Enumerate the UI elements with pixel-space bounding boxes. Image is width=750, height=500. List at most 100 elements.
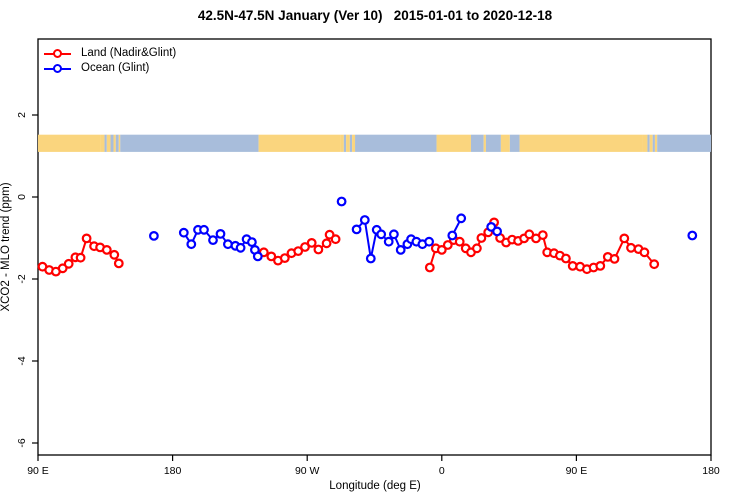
data-point-land [63, 258, 74, 269]
ocean-series-marker-icon [44, 64, 71, 73]
data-point-ocean [383, 236, 394, 247]
legend: Land (Nadir&Glint) Ocean (Glint) [44, 46, 176, 76]
data-point-land [454, 236, 465, 247]
data-point-ocean [252, 251, 263, 262]
data-point-land [442, 240, 453, 250]
map-band-segment-land [113, 134, 116, 152]
y-tick-label: 2 [16, 112, 28, 118]
data-point-ocean [456, 213, 467, 224]
data-point-ocean [246, 237, 257, 248]
map-band-segment-land [500, 134, 510, 152]
map-band-segment-land [106, 134, 111, 152]
legend-label-land: Land (Nadir&Glint) [81, 47, 177, 59]
data-point-ocean [687, 230, 698, 241]
map-band-segment-ocean [470, 134, 484, 152]
map-band-segment-ocean [657, 134, 711, 152]
map-band-segment-land [118, 134, 121, 152]
data-point-land [619, 233, 630, 244]
data-point-land [109, 249, 120, 260]
data-point-ocean [389, 229, 399, 240]
map-band-segment-ocean [110, 134, 114, 152]
map-band-segment-ocean [104, 134, 107, 152]
data-point-ocean [359, 215, 370, 225]
map-band-segment-ocean [485, 134, 501, 152]
y-tick-label: 0 [16, 194, 28, 200]
map-band-segment-land [483, 134, 486, 152]
map-band-segment-land [100, 134, 105, 152]
data-point-ocean [215, 228, 226, 239]
data-point-land [266, 251, 277, 262]
map-band-segment-land [38, 134, 101, 152]
map-band-segment-ocean [120, 134, 259, 152]
x-tick-label: 180 [164, 465, 182, 477]
data-point-land [300, 242, 310, 252]
land-series-marker-icon [44, 49, 71, 58]
data-point-land [113, 258, 124, 269]
data-point-land [561, 253, 571, 264]
data-point-ocean [199, 224, 209, 235]
data-point-land [330, 234, 341, 245]
x-tick-label: 0 [439, 465, 445, 477]
map-band-segment-ocean [647, 134, 650, 152]
map-band-segment-land [352, 134, 356, 152]
data-point-land [321, 238, 332, 249]
data-point-land [537, 230, 548, 241]
data-point-land [649, 259, 660, 270]
map-band-segment-land [642, 134, 648, 152]
data-point-land [626, 242, 636, 253]
data-point-land [293, 246, 304, 257]
data-point-ocean [447, 230, 458, 241]
map-band-segment-land [654, 134, 658, 152]
map-band-segment-ocean [652, 134, 655, 152]
data-point-ocean [186, 239, 197, 250]
data-point-ocean [492, 226, 503, 237]
data-point-land [609, 253, 620, 264]
map-band-segment-land [649, 134, 653, 152]
y-tick-label: -4 [16, 356, 28, 365]
map-band-segment-ocean [509, 134, 520, 152]
data-point-ocean [376, 229, 387, 240]
legend-label-ocean: Ocean (Glint) [81, 62, 150, 74]
map-band-segment-land [340, 134, 344, 152]
map-band-segment-ocean [115, 134, 119, 152]
x-tick-label: 90 E [566, 465, 588, 477]
data-point-land [476, 233, 487, 243]
data-point-ocean [351, 224, 362, 235]
map-band-segment-land [258, 134, 341, 152]
data-point-ocean [365, 253, 376, 264]
data-point-land [306, 237, 317, 248]
data-point-ocean [424, 236, 435, 247]
map-band-segment-ocean [349, 134, 353, 152]
data-point-land [279, 253, 290, 264]
y-tick-label: -6 [16, 438, 28, 447]
data-point-land [524, 229, 535, 240]
data-point-ocean [222, 239, 233, 250]
legend-item-ocean: Ocean (Glint) [44, 61, 176, 76]
data-point-land [101, 244, 112, 255]
data-point-ocean [395, 244, 406, 255]
map-band-segment-land [519, 134, 643, 152]
x-tick-label: 90 E [27, 465, 49, 477]
data-point-land [436, 244, 447, 255]
data-point-land [313, 244, 324, 255]
data-point-land [81, 233, 92, 244]
chart-title: 42.5N-47.5N January (Ver 10) 2015-01-01 … [197, 8, 553, 23]
map-band-segment-land [346, 134, 350, 152]
data-point-ocean [148, 230, 159, 241]
legend-item-land: Land (Nadir&Glint) [44, 46, 176, 61]
data-point-land [424, 262, 435, 273]
data-point-ocean [336, 196, 347, 207]
data-point-land [75, 252, 86, 263]
map-band-segment-ocean [355, 134, 437, 152]
plot-frame [37, 38, 712, 456]
map-band-segment-ocean [343, 134, 347, 152]
data-point-land [595, 261, 606, 271]
data-point-ocean [208, 235, 218, 246]
data-point-land [639, 247, 650, 258]
y-tick-label: -2 [16, 274, 28, 283]
x-tick-label: 90 W [295, 465, 320, 477]
data-point-ocean [178, 227, 189, 238]
data-point-land [472, 243, 482, 254]
